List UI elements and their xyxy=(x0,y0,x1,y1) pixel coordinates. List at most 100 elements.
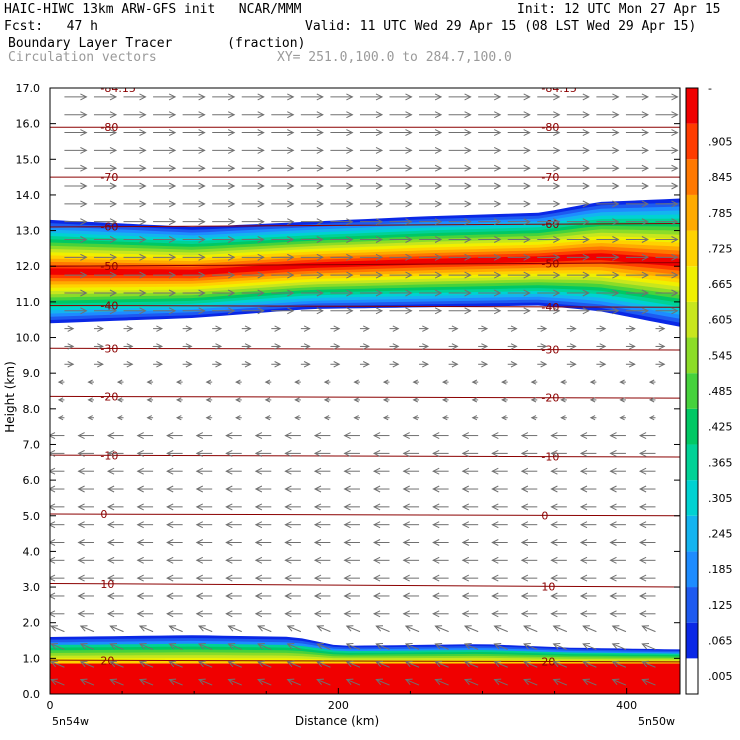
vector-arrow xyxy=(225,610,242,618)
vector-arrow xyxy=(648,397,656,403)
vector-arrow xyxy=(461,610,479,618)
temperature-contour-line xyxy=(50,262,680,267)
vector-arrow xyxy=(389,236,413,243)
vector-arrow xyxy=(241,289,265,297)
vector-arrow xyxy=(79,678,95,686)
vector-arrow xyxy=(77,449,94,457)
vector-arrow xyxy=(566,289,590,297)
vector-arrow xyxy=(254,556,272,564)
contour-label: -30 xyxy=(100,342,118,355)
vector-arrow xyxy=(552,678,568,686)
vector-arrow xyxy=(123,182,147,190)
vector-arrow xyxy=(625,164,650,172)
vector-arrow xyxy=(182,289,206,297)
temperature-contour-line xyxy=(50,659,680,663)
vector-arrow xyxy=(106,449,124,457)
vector-arrow xyxy=(596,146,620,154)
vector-arrow xyxy=(136,539,154,546)
y-axis-label: Height (km) xyxy=(3,361,17,432)
vector-arrow xyxy=(359,200,384,208)
vector-arrow xyxy=(166,449,183,457)
contour-label: -20 xyxy=(541,392,559,405)
vector-arrow xyxy=(254,592,272,600)
vector-arrow xyxy=(284,610,301,618)
vector-arrow xyxy=(330,236,354,243)
vector-arrow xyxy=(359,218,384,226)
vector-arrow xyxy=(93,93,118,101)
vector-arrow xyxy=(271,253,295,261)
vector-arrow xyxy=(300,146,324,154)
vector-arrow xyxy=(195,521,213,529)
vector-arrow xyxy=(50,432,65,440)
colorbar-label: .665 xyxy=(708,278,733,291)
vector-arrow xyxy=(136,574,154,582)
vector-arrow xyxy=(609,467,626,475)
vector-arrow xyxy=(241,361,252,368)
vector-arrow xyxy=(284,539,301,546)
vector-arrow xyxy=(419,253,443,261)
vector-arrow xyxy=(225,485,242,493)
vector-arrow xyxy=(343,485,360,493)
vector-arrow xyxy=(175,379,183,385)
vector-arrow xyxy=(550,610,567,618)
vector-arrow xyxy=(93,129,118,137)
vector-arrow xyxy=(448,271,472,279)
vector-arrow xyxy=(491,521,508,529)
vector-arrow xyxy=(212,164,236,172)
vector-arrow xyxy=(93,325,104,332)
vector-arrow xyxy=(271,325,282,332)
vector-arrow xyxy=(579,610,597,618)
vector-arrow xyxy=(64,271,88,279)
vector-arrow xyxy=(537,129,561,137)
vector-arrow xyxy=(507,164,531,172)
vector-arrow xyxy=(300,343,311,350)
vector-arrow xyxy=(106,485,124,493)
vector-label: Circulation vectors xyxy=(8,50,157,65)
vector-arrow xyxy=(359,361,370,368)
y-tick-label: 16.0 xyxy=(16,118,41,131)
vector-arrow xyxy=(195,574,213,582)
vector-arrow xyxy=(271,218,295,226)
vector-arrow xyxy=(461,449,479,457)
vector-arrow xyxy=(655,93,679,101)
vector-arrow xyxy=(330,93,354,101)
vector-arrow xyxy=(491,503,508,511)
y-tick-label: 14.0 xyxy=(16,189,41,202)
vector-arrow xyxy=(241,307,265,315)
vector-arrow xyxy=(153,236,177,243)
vector-arrow xyxy=(638,449,656,457)
colorbar-swatch xyxy=(686,515,698,552)
vector-arrow xyxy=(264,415,272,421)
vector-arrow xyxy=(566,253,590,261)
x-end-location: 5n50w xyxy=(638,715,675,728)
vector-arrow xyxy=(372,432,390,440)
vector-arrow xyxy=(389,307,413,315)
vector-arrow xyxy=(389,361,400,368)
vector-arrow xyxy=(566,200,590,208)
temperature-contour-line xyxy=(50,513,680,517)
contour-label: -10 xyxy=(541,451,559,464)
vector-arrow xyxy=(212,343,223,350)
colorbar-swatch xyxy=(686,373,698,409)
vector-arrow xyxy=(93,111,118,119)
vector-arrow xyxy=(461,521,479,529)
vector-arrow xyxy=(123,93,147,101)
vector-arrow xyxy=(64,182,88,190)
vector-arrow xyxy=(372,592,390,600)
vector-arrow xyxy=(501,379,508,385)
vector-arrow xyxy=(566,236,590,243)
vector-arrow xyxy=(77,556,94,564)
vector-arrow xyxy=(530,379,538,385)
vector-arrow xyxy=(537,236,561,243)
vector-arrow xyxy=(402,432,420,440)
vector-arrow xyxy=(375,625,390,633)
vector-arrow xyxy=(625,343,636,350)
vector-arrow xyxy=(520,467,538,475)
vector-arrow xyxy=(153,182,177,190)
vector-arrow xyxy=(625,307,650,315)
vector-arrow xyxy=(300,289,324,297)
vector-arrow xyxy=(655,200,679,208)
temperature-contour-line xyxy=(50,347,680,351)
vector-arrow xyxy=(596,271,620,279)
vector-arrow xyxy=(419,236,443,243)
